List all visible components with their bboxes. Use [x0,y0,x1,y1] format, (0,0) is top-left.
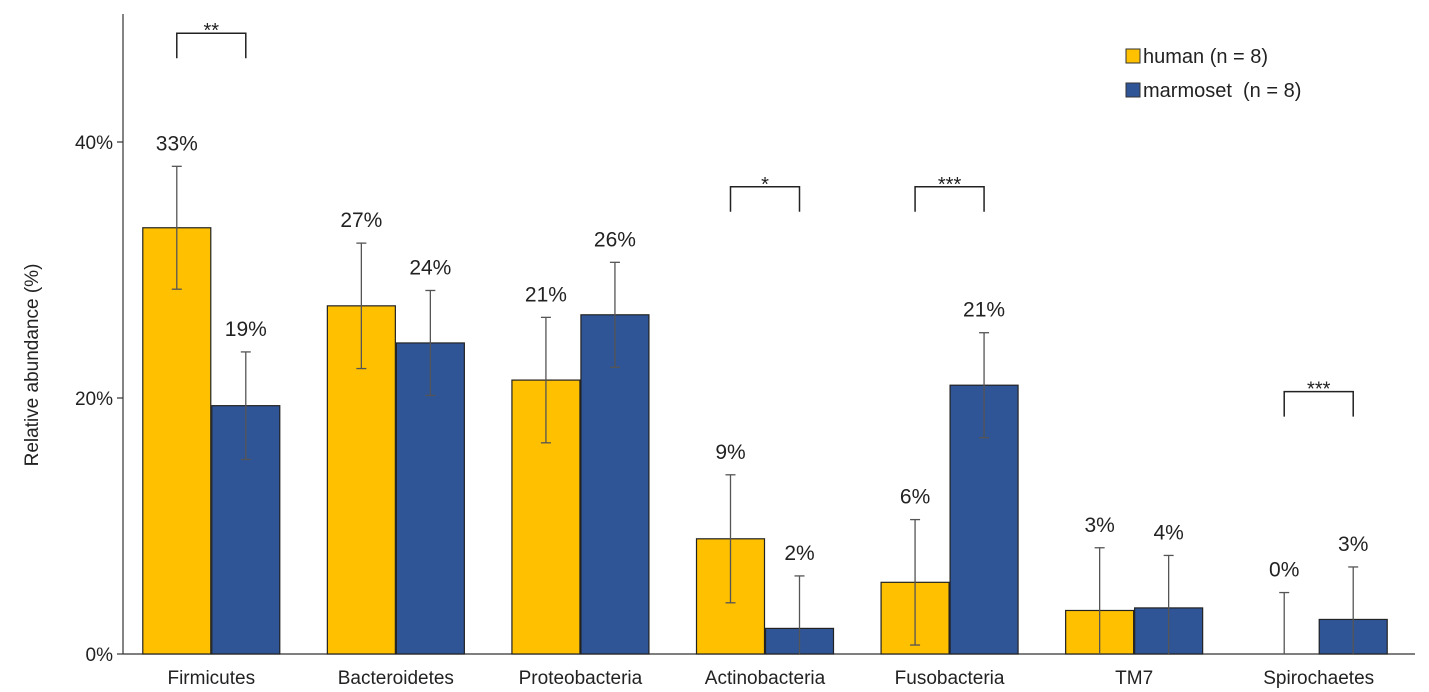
data-label: 3% [1084,514,1114,537]
x-tick-label: Proteobacteria [519,668,643,689]
data-label: 4% [1153,521,1183,544]
data-label: 21% [525,283,567,306]
significance-label: ** [203,20,219,42]
data-labels: 33% 27% 21% 9% 6% 3% 0% 19% 24% 26% 2% 21% 4% 3% [156,132,1369,581]
x-tick-label: Fusobacteria [895,668,1005,689]
legend: human (n = 8) marmoset (n = 8) [1125,46,1301,102]
data-label: 0% [1269,559,1299,582]
significance-bracket [176,32,247,59]
x-tick-label: Actinobacteria [705,668,826,689]
data-label: 26% [594,228,636,251]
significance-label: * [761,174,769,196]
significance-label: *** [938,174,962,196]
data-label: 2% [784,542,814,565]
legend-swatch-human [1125,48,1141,64]
bar-human [142,227,212,655]
x-tick-label: Bacteroidetes [338,668,454,689]
data-label: 3% [1338,533,1368,556]
legend-swatch-marmoset [1125,82,1141,98]
y-tick-label: 20% [75,389,113,410]
error-bars [171,165,1359,654]
significance-bracket [1283,390,1354,417]
data-label: 27% [340,209,382,232]
y-axis-label: Relative abundance (%) [22,264,43,467]
data-label: 9% [715,441,745,464]
significance-brackets: *** ****** [176,20,1354,417]
significance-bracket [914,186,985,212]
x-tick-label: TM7 [1115,668,1153,689]
y-tick-label: 40% [75,133,113,154]
data-label: 6% [900,486,930,509]
significance-bracket [729,186,801,212]
data-label: 33% [156,132,198,155]
legend-label-human: human (n = 8) [1143,46,1268,68]
data-label: 19% [225,318,267,341]
data-label: 21% [963,299,1005,322]
y-tick-label: 0% [86,645,114,666]
axes: 0% 20% 40% Firmicutes Bacteroidetes Proteobac… [75,14,1415,689]
data-label: 24% [409,256,451,279]
x-tick-label: Firmicutes [167,668,255,689]
significance-label: *** [1307,379,1331,401]
bars [142,227,1388,655]
x-tick-label: Spirochaetes [1263,668,1374,689]
legend-label-marmoset: marmoset (n = 8) [1143,80,1301,102]
bar-marmoset [580,314,650,655]
